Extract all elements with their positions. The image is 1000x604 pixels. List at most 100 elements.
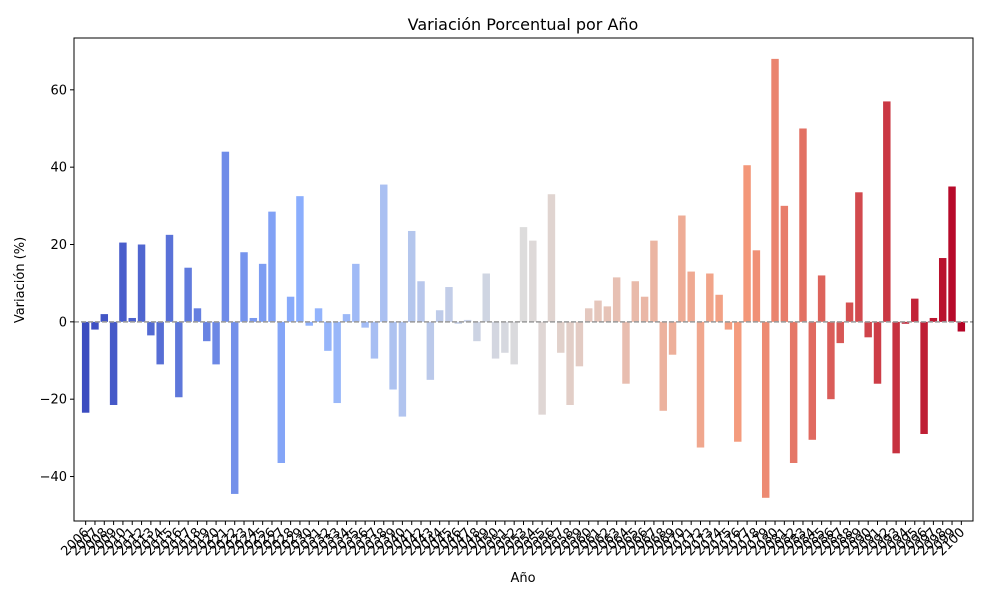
bar <box>435 310 444 322</box>
bar <box>631 281 640 322</box>
bar <box>147 321 155 336</box>
bar <box>519 227 528 322</box>
bar <box>398 321 407 417</box>
bar <box>668 321 677 355</box>
bar <box>221 151 230 322</box>
bar <box>501 321 509 353</box>
bar <box>361 321 369 328</box>
y-tick-label: −40 <box>40 470 67 485</box>
bar <box>463 319 472 322</box>
bar <box>296 196 304 322</box>
bar <box>240 252 248 322</box>
bar <box>640 296 649 322</box>
bar <box>603 306 612 322</box>
bar <box>696 321 705 448</box>
bar <box>100 314 109 322</box>
bar <box>827 321 835 400</box>
bar <box>314 308 323 322</box>
bar <box>845 302 854 322</box>
bar <box>687 271 695 322</box>
bar <box>575 321 584 367</box>
bar <box>258 263 267 322</box>
bar <box>128 317 136 322</box>
bar <box>165 234 174 322</box>
bar <box>892 321 900 454</box>
bar <box>491 321 500 359</box>
bar <box>864 321 872 338</box>
bar <box>752 250 761 322</box>
bar <box>81 321 90 413</box>
bar <box>650 240 658 322</box>
bar <box>203 321 211 342</box>
bar <box>808 321 817 440</box>
bar <box>948 186 956 322</box>
bar <box>529 240 537 322</box>
bar <box>584 308 593 322</box>
bar <box>193 308 202 322</box>
bar <box>333 321 341 404</box>
bar <box>780 205 789 322</box>
bar <box>407 230 416 322</box>
bar <box>119 242 127 322</box>
bar <box>659 321 667 411</box>
bar <box>929 317 938 322</box>
bar <box>855 192 863 322</box>
bar <box>789 321 798 463</box>
bar <box>743 165 751 322</box>
bar <box>324 321 332 351</box>
bar <box>817 275 826 322</box>
bar <box>445 287 453 322</box>
bar <box>612 277 621 322</box>
bar <box>547 194 556 322</box>
bar <box>901 321 910 324</box>
bar <box>706 273 714 322</box>
bar <box>538 321 546 415</box>
bar <box>156 321 164 365</box>
bar <box>715 294 723 322</box>
bar <box>510 321 518 365</box>
bar <box>799 128 807 322</box>
bar <box>212 321 220 365</box>
y-tick-label: −20 <box>40 393 67 408</box>
bar <box>482 273 490 322</box>
bar <box>426 321 435 380</box>
bar <box>389 321 397 390</box>
bar <box>938 258 947 322</box>
chart-title: Variación Porcentual por Año <box>408 15 639 34</box>
bar <box>417 281 425 322</box>
bar <box>771 58 779 322</box>
bar <box>594 300 602 322</box>
bar <box>249 317 258 322</box>
x-axis-label: Año <box>510 571 535 586</box>
bar <box>230 321 239 494</box>
bar <box>678 215 686 322</box>
bar <box>342 314 351 322</box>
plot-frame <box>73 37 974 522</box>
bar <box>622 321 630 384</box>
bar <box>109 321 118 405</box>
bar <box>836 321 844 344</box>
bar <box>305 321 313 326</box>
bar <box>883 101 891 322</box>
bar <box>734 321 742 442</box>
bar <box>911 298 919 322</box>
bar <box>184 267 192 322</box>
bar <box>137 244 146 322</box>
bar <box>268 211 276 322</box>
y-tick-label: 40 <box>50 161 67 176</box>
bar <box>277 321 286 463</box>
y-tick-label: 20 <box>50 238 67 253</box>
bar <box>286 296 295 322</box>
bar <box>920 321 928 434</box>
bar <box>91 321 99 330</box>
bar <box>380 184 388 322</box>
y-tick-label: 0 <box>59 315 67 330</box>
bar <box>557 321 565 353</box>
y-tick-label: 60 <box>50 83 67 98</box>
bar <box>352 263 360 322</box>
bar <box>957 321 966 332</box>
bar <box>454 321 463 324</box>
bar <box>175 321 183 398</box>
bar <box>873 321 882 384</box>
